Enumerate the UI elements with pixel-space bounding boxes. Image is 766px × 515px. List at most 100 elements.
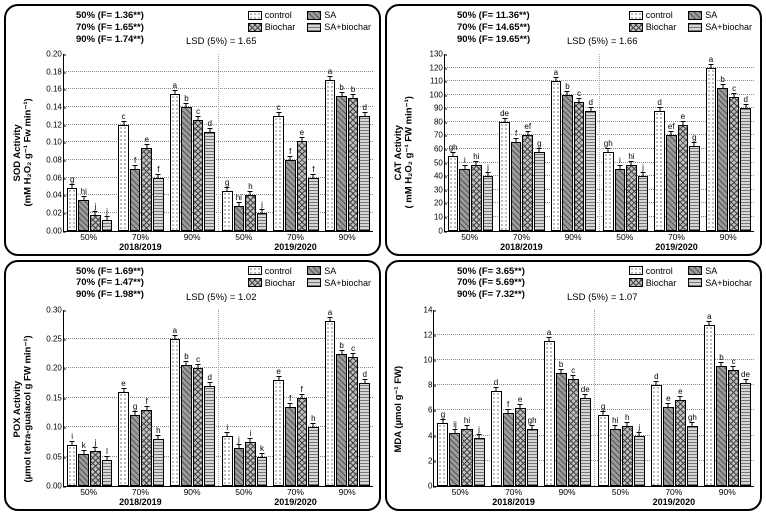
error-bar-icon [198, 116, 199, 121]
bar: hi [610, 429, 621, 486]
error-bar-icon [238, 202, 239, 207]
error-bar-icon [158, 435, 159, 440]
error-bar-icon [72, 184, 73, 189]
bar: g [437, 423, 448, 486]
error-bar-icon [341, 92, 342, 97]
bar: j [634, 436, 645, 486]
y-tick: 20 [417, 199, 443, 208]
bar: gh [527, 429, 538, 486]
error-bar-icon [516, 138, 517, 143]
x-tick-label: 70% [651, 232, 703, 242]
bar: e [297, 141, 308, 231]
error-bar-icon [135, 165, 136, 170]
error-bar-icon [734, 93, 735, 98]
bar-sig-label: k [260, 444, 264, 453]
bar: i [615, 169, 626, 230]
bar: e [678, 125, 689, 231]
error-bar-icon [198, 364, 199, 369]
error-bar-icon [209, 128, 210, 133]
y-tick: 90 [417, 104, 443, 113]
bar-sig-label: e [276, 367, 280, 376]
bar-sig-label: g [601, 402, 605, 411]
bar-sig-label: f [515, 129, 517, 138]
bar: e [663, 407, 674, 486]
bar: g [67, 188, 78, 230]
error-bar-icon [682, 121, 683, 126]
bar-sig-label: hi [81, 187, 87, 196]
cluster: abbd [322, 54, 373, 231]
cluster: defefg [496, 54, 547, 231]
bar: c [193, 120, 204, 230]
y-tick: 6 [406, 406, 432, 415]
bar: c [568, 379, 579, 486]
bar: j [638, 176, 649, 230]
y-tick: 130 [417, 50, 443, 59]
y-tick: 0.30 [36, 305, 62, 314]
y-tick: 0.00 [36, 226, 62, 235]
error-bar-icon [555, 77, 556, 82]
bar: e [141, 148, 152, 231]
legend-item: Biochar [248, 22, 296, 32]
error-bar-icon [146, 406, 147, 411]
bar-sig-label: f [157, 165, 159, 174]
y-tick: 0.10 [36, 138, 62, 147]
y-tick: 110 [417, 77, 443, 86]
error-bar-icon [250, 438, 251, 443]
error-bar-icon [158, 174, 159, 179]
bar-sig-label: h [156, 426, 160, 435]
error-bar-icon [659, 107, 660, 112]
bar-sig-label: j [261, 200, 263, 209]
bar-sig-label: g [225, 178, 229, 187]
bar-sig-label: c [122, 112, 126, 121]
cluster: ghihij [445, 54, 496, 231]
error-bar-icon [745, 379, 746, 384]
x-tick-label: 50% [63, 232, 115, 242]
bar-sig-label: b [720, 75, 724, 84]
bar: h [245, 195, 256, 230]
bar-sig-label: c [277, 103, 281, 112]
error-bar-icon [585, 394, 586, 399]
legend-swatch-icon [688, 278, 702, 287]
x-tick-label: 70% [270, 487, 322, 497]
cluster: ijik [218, 310, 270, 487]
y-tick: 0.20 [36, 364, 62, 373]
legend-swatch-icon [307, 266, 321, 275]
error-bar-icon [135, 411, 136, 416]
y-tick: 4 [406, 431, 432, 440]
x-tick-label: 90% [321, 487, 373, 497]
x-tick-label: 90% [540, 487, 593, 497]
bar: de [499, 122, 510, 231]
lsd-text: LSD (5%) = 1.66 [567, 36, 638, 47]
error-bar-icon [709, 321, 710, 326]
legend: controlSABiocharSA+biochar [629, 10, 752, 32]
bar: i [459, 169, 470, 230]
error-bar-icon [146, 144, 147, 149]
bar-sig-label: a [328, 308, 332, 317]
legend-swatch-icon [307, 11, 321, 20]
bar: j [483, 176, 494, 230]
cluster: abcd [548, 54, 599, 231]
legend-swatch-icon [248, 23, 262, 32]
bar-sig-label: b [351, 85, 355, 94]
x-tick-label: 50% [594, 487, 647, 497]
bar-sig-label: j [642, 163, 644, 172]
cluster: dfegh [488, 310, 541, 487]
y-tick: 0.04 [36, 191, 62, 200]
bar-sig-label: c [351, 344, 355, 353]
y-tick: 0 [417, 226, 443, 235]
error-bar-icon [123, 121, 124, 126]
year-label: 2018/2019 [433, 497, 593, 507]
bar: i [67, 445, 78, 486]
f-stats: 50% (F= 3.65**)70% (F= 5.69**)90% (F= 7.… [457, 266, 525, 302]
bar: j [234, 448, 245, 486]
x-tick-label: 70% [115, 487, 167, 497]
error-bar-icon [608, 148, 609, 153]
y-tick: 80 [417, 117, 443, 126]
bar-sig-label: b [184, 352, 188, 361]
bar: j [474, 438, 485, 486]
y-tick: 0 [406, 482, 432, 491]
bar-sig-label: a [547, 328, 551, 337]
bar: e [675, 400, 686, 486]
error-bar-icon [532, 425, 533, 430]
legend: controlSABiocharSA+biochar [248, 266, 371, 288]
